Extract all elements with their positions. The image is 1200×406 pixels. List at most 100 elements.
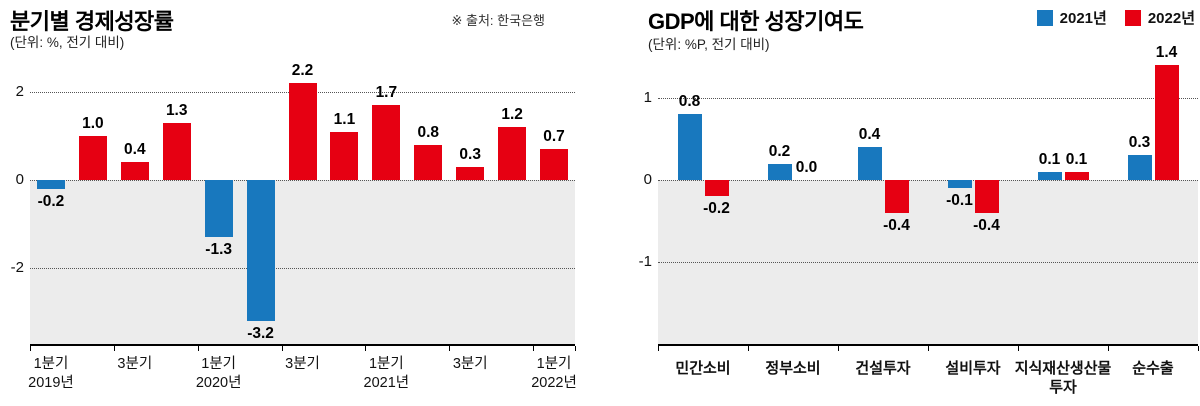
- category-label: 설비투자: [945, 360, 1001, 377]
- bar-value-label: 0.7: [543, 128, 565, 146]
- y-axis-tick-label: 0: [643, 171, 652, 188]
- category-label: 지식재산생산물: [1014, 360, 1112, 377]
- axis-tickmark: [928, 346, 929, 351]
- left-chart-title: 분기별 경제성장률: [10, 9, 174, 34]
- bar-value-label: -1.3: [205, 241, 232, 259]
- y-axis-tick-label: 0: [15, 171, 24, 188]
- bar: [1064, 171, 1089, 180]
- x-tick-label: 3분기: [285, 356, 320, 372]
- y-axis-tick-label: 1: [643, 89, 652, 106]
- legend-label: 2022년: [1147, 10, 1195, 27]
- bar: [36, 180, 65, 189]
- bar: [372, 105, 401, 180]
- axis-tickmark: [197, 346, 199, 351]
- legend-item: 2021년: [1036, 7, 1107, 28]
- x-tick-label: 1분기: [33, 356, 69, 372]
- bar-value-label: 1.1: [333, 110, 356, 128]
- axis-tickmark: [449, 346, 451, 351]
- axis-tickmark: [1018, 346, 1019, 351]
- bar-value-label: 0.1: [1038, 150, 1061, 168]
- category-label: 투자: [1049, 379, 1077, 396]
- axis-tickmark: [1198, 346, 1199, 351]
- bar-value-label: 0.8: [678, 93, 701, 111]
- bar-value-label: -0.4: [883, 216, 910, 234]
- x-axis-line: [658, 344, 1198, 346]
- legend: 2021년 2022년: [1036, 7, 1195, 28]
- bar-value-label: 0.3: [459, 145, 481, 163]
- axis-tickmark: [113, 346, 115, 351]
- bar: [246, 180, 275, 321]
- bar: [288, 83, 317, 180]
- bar: [1154, 65, 1179, 180]
- bar-value-label: -0.2: [37, 192, 65, 210]
- x-tick-label: 1분기: [368, 356, 404, 372]
- right-chart-title: GDP에 대한 성장기여도: [648, 9, 864, 34]
- bar-value-label: 0.3: [1128, 134, 1151, 152]
- bar: [767, 163, 792, 180]
- bar-value-label: -3.2: [247, 324, 274, 342]
- bar-value-label: 1.3: [165, 101, 188, 119]
- axis-tickmark: [365, 346, 367, 351]
- source-note: ※ 출처: 한국은행: [451, 13, 546, 28]
- axis-tickmark: [748, 346, 749, 351]
- gridline: [658, 98, 1198, 99]
- bar: [884, 180, 909, 213]
- y-axis-tick-label: -2: [10, 259, 24, 276]
- left-chart-plot: 2 0 -2 -0.2 1.0 0.4 1.3 -1.3 -3.2 2.2 1.1 1.7 0.8 0.3…: [10, 62, 577, 391]
- bar-value-label: 0.2: [768, 142, 791, 160]
- bar-value-label: 0.4: [124, 141, 146, 159]
- x-axis-line: [30, 344, 575, 346]
- bar-value-label: 1.4: [1155, 44, 1178, 62]
- legend-item: 2022년: [1124, 7, 1195, 28]
- bar: [704, 180, 729, 197]
- bar: [120, 162, 149, 180]
- bar-value-label: 1.7: [375, 84, 398, 102]
- x-tick-label: 1분기: [536, 356, 572, 372]
- x-tick-label: 2022년: [531, 375, 577, 391]
- x-tick-label: 2019년: [28, 375, 74, 391]
- axis-tickmark: [281, 346, 283, 351]
- bar: [947, 180, 972, 189]
- category-label: 순수출: [1132, 360, 1174, 377]
- legend-swatch: [1036, 9, 1053, 26]
- x-tick-label: 3분기: [452, 356, 488, 372]
- bar: [974, 180, 999, 213]
- bar-value-label: 2.2: [291, 62, 314, 80]
- bar-value-label: -0.2: [703, 200, 730, 218]
- axis-tickmark: [1108, 346, 1109, 351]
- x-tick-label: 1분기: [201, 356, 237, 372]
- bar: [498, 127, 527, 180]
- category-label: 민간소비: [675, 360, 731, 377]
- bar-value-label: 0.8: [417, 123, 440, 141]
- bar: [1037, 171, 1062, 180]
- bar: [1127, 155, 1152, 180]
- bar-value-label: 0.0: [795, 159, 818, 176]
- gdp-contribution-chart: GDP에 대한 성장기여도 (단위: %P, 전기 대비) 2021년 2022년…: [620, 0, 1200, 406]
- axis-tickmark: [30, 346, 31, 351]
- gridline: [30, 268, 575, 269]
- axis-tickmark: [658, 346, 659, 351]
- y-axis-tick-label: 2: [15, 83, 24, 100]
- quarterly-growth-chart: 분기별 경제성장률 (단위: %, 전기 대비) ※ 출처: 한국은행 2 0 -2…: [10, 9, 577, 391]
- bar: [456, 166, 485, 180]
- right-chart-unit-note: (단위: %P, 전기 대비): [648, 37, 770, 52]
- legend-label: 2021년: [1059, 10, 1107, 27]
- x-tick-label: 2021년: [363, 375, 410, 391]
- bar-value-label: 0.4: [858, 126, 881, 144]
- bar: [857, 147, 882, 180]
- bar: [540, 149, 569, 180]
- bar-value-label: -0.1: [946, 192, 973, 210]
- bar: [204, 180, 233, 238]
- category-label: 정부소비: [765, 360, 821, 377]
- axis-tickmark: [575, 346, 576, 351]
- legend-swatch: [1124, 9, 1141, 26]
- bar-value-label: 1.0: [82, 115, 104, 132]
- bar: [414, 144, 443, 180]
- category-label: 건설투자: [855, 360, 911, 377]
- gridline: [658, 262, 1198, 263]
- below-zero-area: [30, 180, 575, 345]
- bar: [330, 131, 359, 180]
- left-chart-unit-note: (단위: %, 전기 대비): [10, 35, 125, 50]
- gridline: [30, 180, 575, 181]
